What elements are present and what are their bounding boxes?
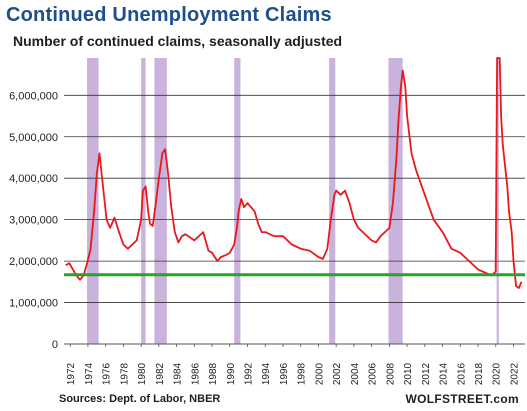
x-tick-label: 2006	[368, 362, 379, 385]
x-tick-label: 2022	[509, 362, 520, 385]
y-tick-label: 2,000,000	[9, 256, 58, 268]
x-tick-label: 2020	[492, 362, 503, 385]
x-tick-label: 2004	[350, 362, 361, 385]
x-tick-label: 1998	[297, 362, 308, 385]
y-tick-label: 1,000,000	[9, 298, 58, 310]
chart-title: Continued Unemployment Claims	[6, 4, 332, 26]
x-tick-label: 1984	[173, 362, 184, 385]
x-tick-label: 1988	[208, 362, 219, 385]
recession-band-2	[154, 58, 167, 344]
y-tick-label: 5,000,000	[9, 132, 58, 144]
x-tick-label: 1996	[279, 362, 290, 385]
x-tick-label: 1992	[244, 362, 255, 385]
x-tick-label: 2010	[403, 362, 414, 385]
x-tick-label: 1978	[119, 362, 130, 385]
source-note: Sources: Dept. of Labor, NBER	[59, 393, 221, 405]
x-tick-label: 1972	[66, 362, 77, 385]
x-tick-label: 1990	[226, 362, 237, 385]
x-tick-label: 1976	[102, 362, 113, 385]
series-line-0	[65, 57, 523, 289]
recession-bands	[87, 58, 499, 344]
series-group	[65, 57, 523, 289]
x-tick-label: 1986	[190, 362, 201, 385]
x-tick-label: 2014	[439, 362, 450, 385]
x-tick-label: 2000	[314, 362, 325, 385]
x-tick-label: 2008	[385, 362, 396, 385]
x-axis-ticks: 1972 1974 1976 1978 1980 1982 1984 1986 1988 1990…	[66, 344, 520, 385]
recession-band-5	[388, 58, 403, 344]
recession-band-0	[87, 58, 99, 344]
y-tick-label: 4,000,000	[9, 173, 58, 185]
recession-band-6	[496, 58, 499, 344]
recession-band-1	[141, 58, 146, 344]
x-tick-label: 2002	[332, 362, 343, 385]
x-tick-label: 2012	[421, 362, 432, 385]
x-tick-label: 1982	[155, 362, 166, 385]
gridlines	[64, 94, 525, 345]
recession-band-3	[234, 58, 241, 344]
y-axis-ticks: 0 1,000,000 2,000,000 3,000,000 4,000,000 5,0…	[9, 90, 58, 351]
x-tick-label: 1980	[137, 362, 148, 385]
y-tick-label: 3,000,000	[9, 215, 58, 227]
x-tick-label: 1974	[84, 362, 95, 385]
y-tick-label: 0	[52, 339, 58, 351]
x-tick-label: 2018	[474, 362, 485, 385]
y-tick-label: 6,000,000	[9, 90, 58, 102]
brand-label: WOLFSTREET.com	[405, 392, 519, 406]
chart-subtitle: Number of continued claims, seasonally a…	[13, 33, 343, 49]
x-tick-label: 2016	[456, 362, 467, 385]
recession-band-4	[329, 58, 336, 344]
x-tick-label: 1994	[261, 362, 272, 385]
